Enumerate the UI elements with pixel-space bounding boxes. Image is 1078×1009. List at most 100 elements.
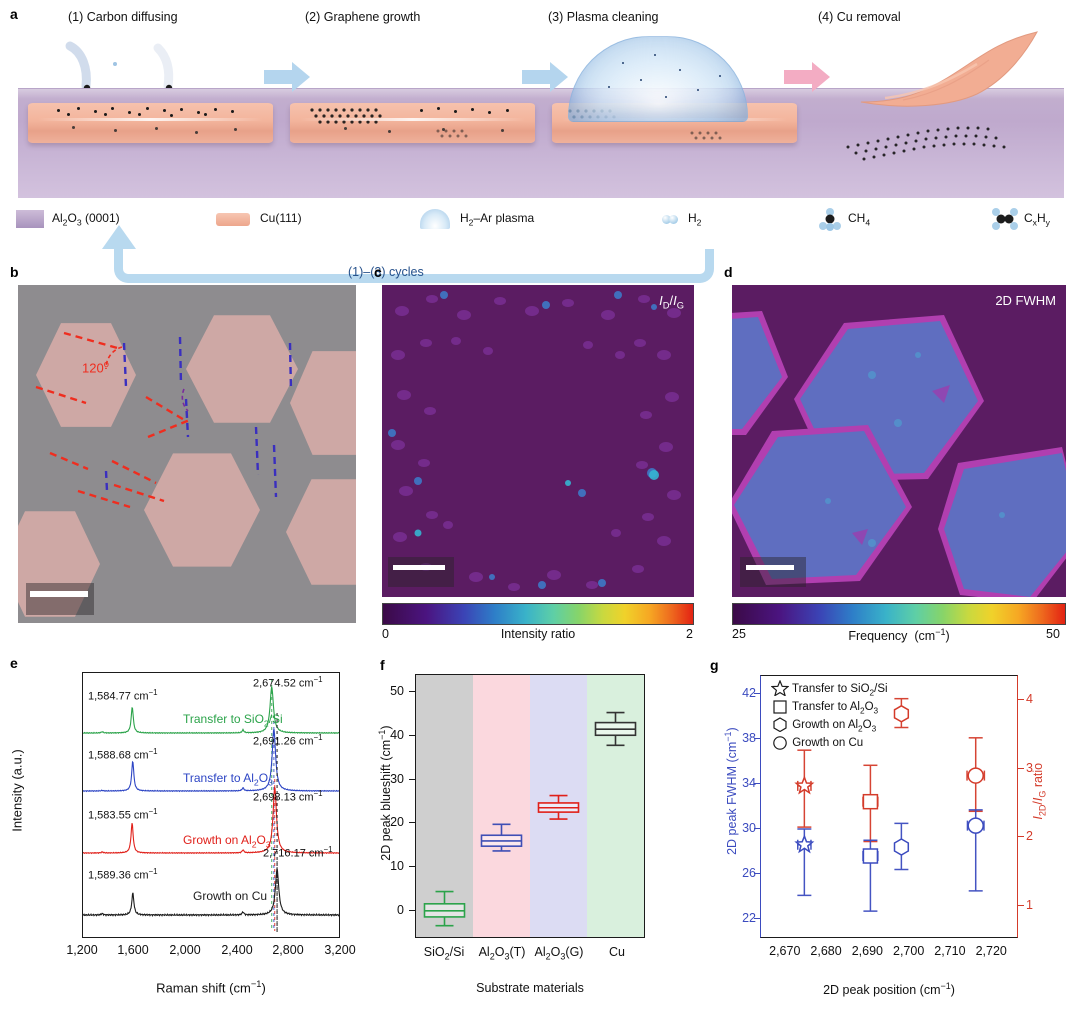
- scale-bar-line-d: [746, 565, 794, 570]
- blue-dashed-lines: [104, 336, 293, 498]
- graphene-lattice-step-2: [290, 103, 535, 143]
- legend-label-cu111: Cu(111): [260, 211, 302, 225]
- e-2d-peak-label-3: 2,716.17 cm−1: [263, 845, 333, 860]
- panel-g-y-axis-label-left: 2D peak FWHM (cm−1): [722, 727, 740, 855]
- panel-e-plot-area: [82, 672, 340, 938]
- colorbar-d-title: Frequency (cm−1): [848, 627, 950, 644]
- panel-g-xtick: 2,720: [975, 944, 1007, 958]
- panel-e-y-axis-label: Intensity (a.u.): [9, 749, 25, 832]
- circle-marker-icon: [773, 736, 787, 750]
- peeled-graphene-icon: [846, 126, 1006, 161]
- cycle-loop-arrowhead-icon: [102, 225, 136, 249]
- panel-e-raman-spectra: e Intensity (a.u.) Raman shift (cm−1) 1,…: [0, 655, 360, 1009]
- panel-e-xtick: 1,200: [66, 943, 98, 957]
- panel-g-ytick-right: 3: [1026, 760, 1033, 775]
- panel-g-xtick: 2,710: [934, 944, 966, 958]
- angle-annotation-label: 120o: [82, 359, 109, 376]
- panel-g-ytick-right: 2: [1026, 829, 1033, 844]
- al2o3-substrate-stage: (1)–(3) cycles: [18, 88, 1064, 283]
- step-title-2: (2) Graphene growth: [305, 10, 421, 24]
- e-2d-peak-label-1: 2,691.26 cm−1: [253, 733, 323, 748]
- panel-letter-f: f: [380, 657, 385, 673]
- colorbar-d-high: 50: [1046, 627, 1060, 641]
- panel-c-raman-map-id-ig: ID/IG: [382, 285, 694, 597]
- e-series-label-3: Growth on Cu: [193, 889, 268, 903]
- panel-letter-c: c: [374, 264, 382, 280]
- step-title-1: (1) Carbon diffusing: [68, 10, 178, 24]
- panel-f-xtick-0: SiO2/Si: [423, 945, 465, 962]
- e-series-label-2: Growth on Al2O3: [183, 833, 271, 850]
- panel-g-ytick-left: 42: [742, 686, 756, 700]
- legend-label-al2o3: Al2O3 (0001): [52, 211, 120, 228]
- panel-g-legend-row-2: Growth on Al2O3: [771, 716, 876, 733]
- angle-arc-2: [181, 388, 189, 412]
- process-arrow-3-icon: [784, 62, 830, 92]
- panel-f-ytick: 50: [390, 684, 404, 699]
- panel-f-ytick: 20: [390, 815, 404, 830]
- panel-g-legend-label-2: Growth on Al2O3: [792, 719, 877, 734]
- panel-f-ytick-mark: [409, 735, 415, 737]
- panel-g-legend-row-3: Growth on Cu: [771, 734, 863, 750]
- panel-g-xtick: 2,680: [810, 944, 842, 958]
- panel-g-points: [794, 697, 986, 912]
- scale-bar-line-b: [30, 591, 88, 597]
- legend-label-h2: H2: [688, 211, 702, 228]
- star-marker-icon: [770, 679, 790, 697]
- h2-molecule-icon-b: [669, 215, 678, 224]
- id-ig-map-data: [382, 285, 694, 597]
- hexagon-marker-icon: [773, 717, 787, 733]
- panel-e-xtick: 2,000: [169, 943, 201, 957]
- panel-g-ytick-left-mark: [754, 828, 760, 829]
- map-tag-c: ID/IG: [659, 293, 684, 311]
- cycle-loop-band: [114, 249, 714, 283]
- panel-f-x-axis-label: Substrate materials: [476, 981, 584, 995]
- panel-g-ytick-left-mark: [754, 918, 760, 919]
- red-dashed-lines: [35, 331, 193, 509]
- panel-f-xtick-2: Al2O3(G): [534, 945, 584, 962]
- e-2d-peak-label-0: 2,674.52 cm−1: [253, 675, 323, 690]
- panel-g-legend-label-3: Growth on Cu: [792, 737, 864, 749]
- panel-f-ytick-mark: [409, 691, 415, 693]
- step-title-4: (4) Cu removal: [818, 10, 901, 24]
- panel-f-ytick-mark: [409, 866, 415, 868]
- orientation-guides: [35, 331, 293, 509]
- panel-letter-a: a: [10, 6, 18, 22]
- panel-g-ytick-left-mark: [754, 738, 760, 739]
- panel-g-ytick-right-mark: [1018, 905, 1024, 907]
- plasma-dome-icon: [420, 209, 450, 229]
- panel-d-raman-map-2d-fwhm: 2D FWHM: [732, 285, 1066, 597]
- colorbar-c-title: Intensity ratio: [500, 627, 576, 641]
- panel-g-ytick-left: 38: [742, 731, 756, 745]
- panel-g-ytick-left-mark: [754, 873, 760, 874]
- panel-b-sem-image: 120o: [18, 285, 356, 623]
- panel-f-y-axis-label: 2D peak blueshift (cm−1): [376, 725, 394, 861]
- legend-label-ch4: CH4: [848, 211, 871, 228]
- panel-letter-g: g: [710, 657, 719, 673]
- panel-f-ytick-mark: [409, 778, 415, 780]
- panel-f-ytick: 40: [390, 728, 404, 743]
- map-tag-d: 2D FWHM: [995, 293, 1056, 308]
- cu-peel-icon: [860, 31, 1038, 107]
- e-g-peak-label-1: 1,588.68 cm−1: [88, 747, 158, 762]
- panel-g-plot-area: Transfer to SiO2/Si Transfer to Al2O3 Gr…: [760, 675, 1018, 938]
- panel-e-xtick: 1,600: [117, 943, 149, 957]
- panel-g-ytick-left: 26: [742, 866, 756, 880]
- panel-g-ytick-left-mark: [754, 693, 760, 694]
- colorbar-d-low: 25: [732, 627, 746, 641]
- panel-letter-b: b: [10, 264, 19, 280]
- colorbar-c-low: 0: [382, 627, 389, 641]
- panel-e-xtick: 3,200: [324, 943, 356, 957]
- square-marker-icon: [773, 700, 787, 714]
- e-series-label-0: Transfer to SiO2/Si: [183, 712, 283, 729]
- panel-g-ytick-left: 22: [742, 911, 756, 925]
- panel-g-ytick-left: 30: [742, 821, 756, 835]
- panel-e-spectra-curves: [82, 679, 340, 933]
- cu-slab-step-2: [290, 103, 535, 143]
- panel-g-x-axis-label: 2D peak position (cm−1): [823, 981, 955, 998]
- legend-label-plasma: H2–Ar plasma: [460, 211, 535, 228]
- fwhm-map-data: [732, 285, 1066, 597]
- cxhy-molecule-icon: [992, 208, 1018, 230]
- panel-g-legend-row-1: Transfer to Al2O3: [771, 698, 878, 715]
- al2o3-swatch-icon: [16, 210, 44, 228]
- e-g-peak-label-0: 1,584.77 cm−1: [88, 688, 158, 703]
